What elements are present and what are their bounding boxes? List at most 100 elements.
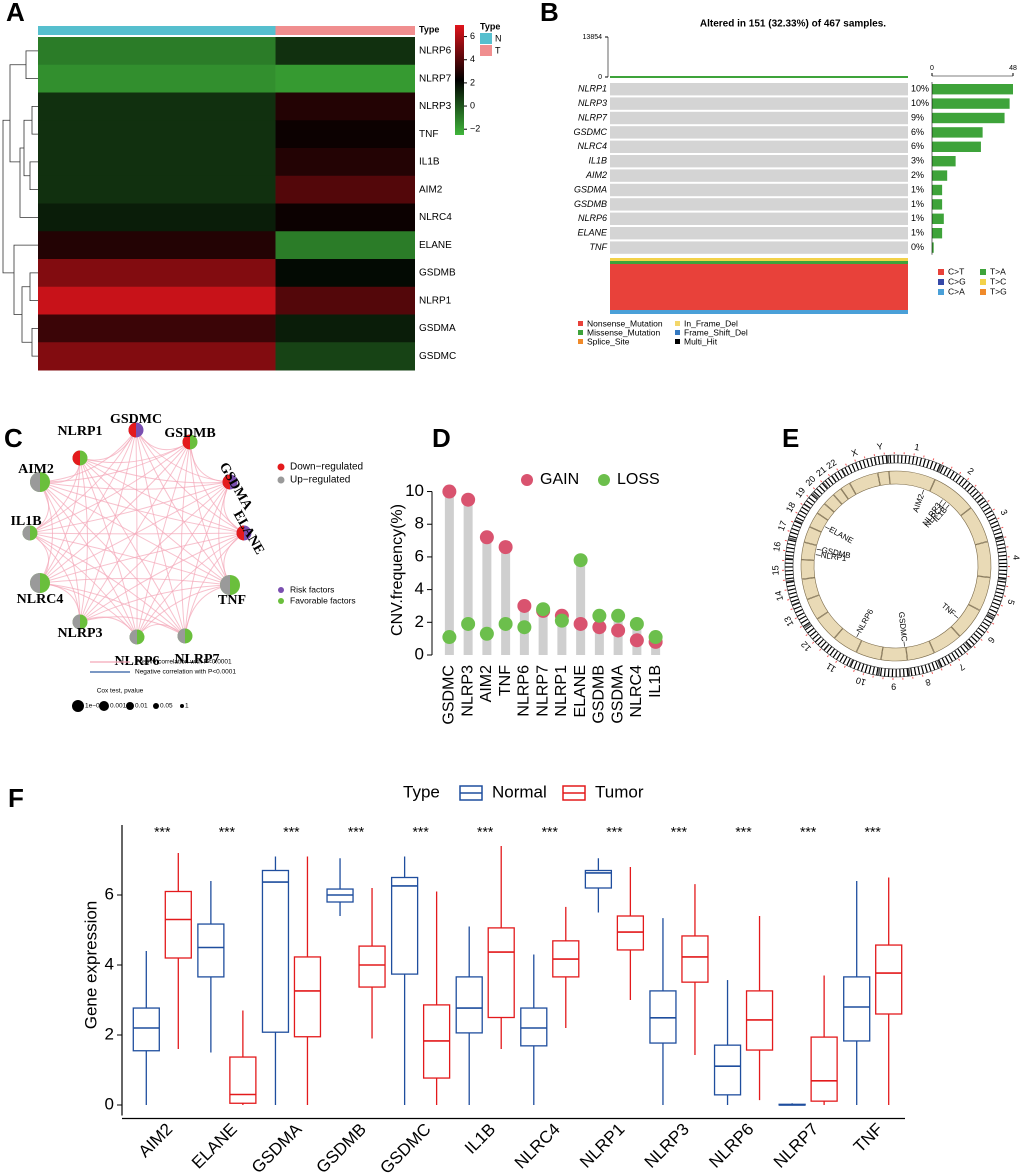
chromosome-arc xyxy=(960,507,989,545)
ideogram xyxy=(823,644,853,668)
row-label: GSDMA xyxy=(419,323,456,334)
count-bar xyxy=(932,141,981,152)
ideogram xyxy=(831,468,846,483)
percent-label: 1% xyxy=(911,199,924,209)
legend-swatch xyxy=(578,330,583,335)
chromosome-arc xyxy=(968,575,991,611)
node-half xyxy=(177,628,185,644)
legend-label: Postive correlation with P<0.0001 xyxy=(135,659,232,666)
significance-label: *** xyxy=(154,824,171,840)
sample-row xyxy=(610,83,908,96)
heatmap-cell xyxy=(38,286,276,315)
node-label: NLRP1 xyxy=(57,424,102,439)
edge xyxy=(39,481,53,584)
titv-top xyxy=(610,261,908,264)
edge xyxy=(39,429,137,584)
gene-label: TNF xyxy=(590,242,608,252)
x-tick-label: TNF xyxy=(850,1120,887,1157)
chromosome-arc xyxy=(801,577,820,600)
panel-label: B xyxy=(540,0,559,27)
edge xyxy=(29,441,191,534)
box xyxy=(164,890,192,959)
x-tick-label: TNF xyxy=(497,665,514,696)
legend-title: Cox test, pvalue xyxy=(97,688,144,695)
box xyxy=(390,876,419,975)
edge xyxy=(39,441,191,584)
edge xyxy=(29,532,186,637)
gene-tick xyxy=(954,614,959,619)
gene-label: GSDMC xyxy=(897,611,909,642)
row-label: NLRP7 xyxy=(419,73,452,84)
dot xyxy=(498,540,513,555)
chromosome-label: 2 xyxy=(966,466,976,477)
legend-label: GAIN xyxy=(540,471,579,488)
percent-label: 1% xyxy=(911,184,924,194)
chromosome-arc xyxy=(833,488,849,505)
ideogram xyxy=(977,497,1004,540)
y-tick-label: 2 xyxy=(415,612,424,631)
dot xyxy=(442,484,457,499)
legend-swatch xyxy=(578,339,583,344)
node-label: GSDMB xyxy=(164,426,215,441)
edge xyxy=(29,532,138,638)
box xyxy=(616,915,645,951)
gene-label: AIM2 xyxy=(911,492,926,513)
sample-row xyxy=(610,227,908,240)
percent-label: 10% xyxy=(911,98,929,108)
dot xyxy=(517,620,532,635)
legend-label: T>C xyxy=(990,276,1006,286)
ideogram xyxy=(965,614,995,649)
band-ring xyxy=(785,455,1007,677)
legend-label: Risk factors xyxy=(290,584,334,594)
chromosome-label: 7 xyxy=(957,662,967,673)
ideogram xyxy=(849,659,880,676)
dot xyxy=(629,633,644,648)
percent-label: 3% xyxy=(911,156,924,166)
heatmap-cell xyxy=(38,37,276,66)
edge xyxy=(29,429,137,534)
node-label: GSDMC xyxy=(110,412,162,427)
heatmap-cell xyxy=(38,120,276,149)
heatmap-cell xyxy=(275,120,415,149)
chromosome-arc xyxy=(809,512,829,533)
chromosome-arc xyxy=(880,646,908,662)
edge xyxy=(39,582,186,637)
x-tick-label: GSDMA xyxy=(248,1119,306,1176)
x-tick-label: AIM2 xyxy=(478,665,495,702)
dendrogram xyxy=(25,50,38,80)
chromosome-label: 22 xyxy=(825,457,839,471)
dendrogram xyxy=(9,64,26,163)
heatmap-cell xyxy=(38,92,276,121)
chromosome-arc xyxy=(889,470,936,492)
legend-label: C>A xyxy=(948,286,965,296)
legend-swatch xyxy=(578,321,583,326)
heatmap-cell xyxy=(275,231,415,260)
y-axis-label: CNV.frequency(%) xyxy=(389,504,406,636)
chromosome-arc xyxy=(856,640,884,661)
colorbar-tick-label: 2 xyxy=(470,77,475,87)
panel-label: E xyxy=(782,423,799,453)
legend-label: C>T xyxy=(948,266,964,276)
dot xyxy=(536,602,551,617)
row-label: GSDMB xyxy=(419,268,456,279)
gene-tick xyxy=(921,489,924,495)
cnv-ring xyxy=(782,452,1010,680)
significance-label: *** xyxy=(606,824,623,840)
ideogram xyxy=(986,578,1007,618)
node-label: TNF xyxy=(218,593,246,608)
chromosome-label: 5 xyxy=(1006,598,1017,606)
edge xyxy=(39,481,231,586)
node-half xyxy=(72,450,80,466)
chromosome-arc xyxy=(929,479,972,516)
heatmap-cell xyxy=(275,92,415,121)
heatmap-cell xyxy=(275,314,415,343)
gene-label: AIM2 xyxy=(585,170,607,180)
significance-label: *** xyxy=(800,824,817,840)
dot xyxy=(611,623,626,638)
x-tick-label: NLRP6 xyxy=(705,1120,757,1172)
row-label: TNF xyxy=(419,129,438,140)
sample-row xyxy=(610,111,908,125)
chromosome-label: 16 xyxy=(771,541,782,552)
legend-swatch xyxy=(980,269,986,275)
row-label: NLRP1 xyxy=(419,295,452,306)
